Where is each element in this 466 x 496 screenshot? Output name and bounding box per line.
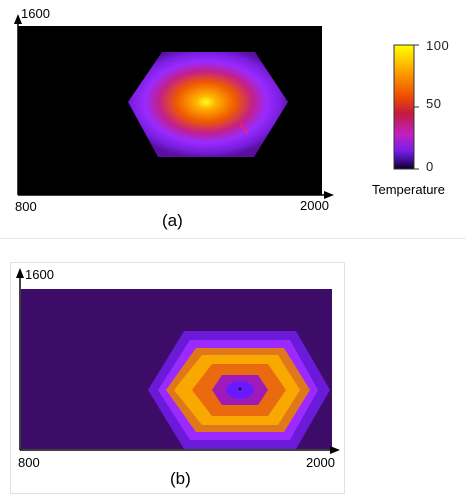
x-tick-label-a-min: 800 <box>15 199 37 214</box>
colorbar-tick-label-0: 0 <box>426 159 434 174</box>
axes-a <box>14 14 334 199</box>
panel-divider <box>0 238 466 239</box>
heatmap-a <box>18 26 322 195</box>
y-tick-label-b: 1600 <box>25 267 54 282</box>
colorbar-tick-label-100: 100 <box>426 38 450 53</box>
colorbar <box>393 44 419 170</box>
y-axis-arrow-b <box>16 268 24 278</box>
colorbar-tick-label-50: 50 <box>426 96 442 111</box>
heatmap-b-center-dot <box>238 387 242 391</box>
panel-label-a: (a) <box>162 211 183 230</box>
axes-b <box>16 268 340 454</box>
x-tick-label-b-max: 2000 <box>306 455 335 470</box>
x-tick-label-b-min: 800 <box>18 455 40 470</box>
colorbar-gradient <box>393 44 415 170</box>
x-axis-arrow-a <box>324 191 334 199</box>
y-tick-label-a: 1600 <box>21 6 50 21</box>
x-axis-arrow-b <box>330 446 340 454</box>
heatmap-a-marker <box>239 123 249 135</box>
y-axis-arrow-a <box>14 14 22 24</box>
colorbar-title: Temperature <box>372 182 445 197</box>
colorbar-tick-marks <box>414 44 419 170</box>
x-tick-label-a-max: 2000 <box>300 198 329 213</box>
panel-label-b: (b) <box>170 469 191 488</box>
heatmap-a-hot-region <box>128 52 288 157</box>
heatmap-b <box>21 289 332 449</box>
